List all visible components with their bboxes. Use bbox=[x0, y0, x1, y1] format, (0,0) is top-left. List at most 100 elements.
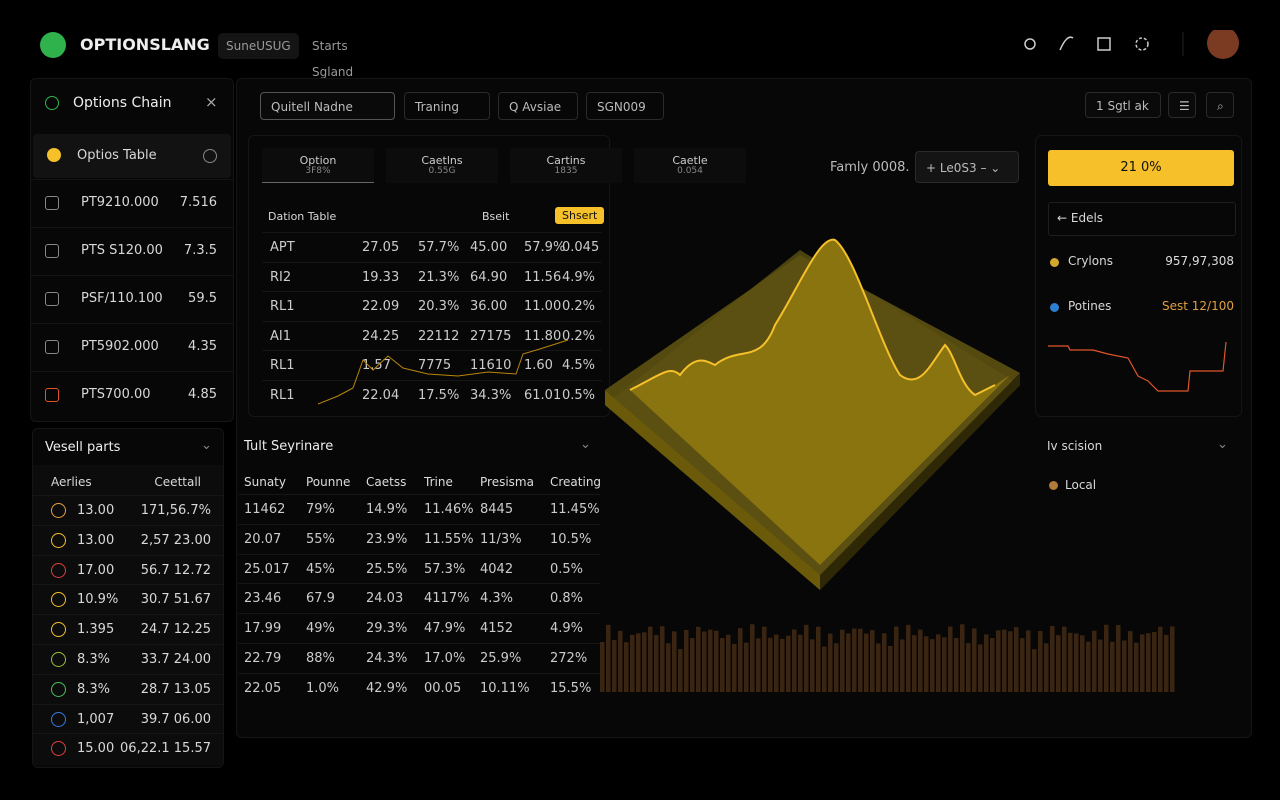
volume-bar bbox=[624, 642, 629, 692]
search-input[interactable]: Quitell Nadne bbox=[260, 92, 395, 120]
vessel-row: 13.00 171,56.7% bbox=[33, 495, 223, 525]
item-value: 59.5 bbox=[188, 291, 217, 306]
filter[interactable]: SGN009 bbox=[586, 92, 664, 120]
icon bbox=[51, 592, 66, 608]
header-tab[interactable]: Starts Sgland bbox=[312, 39, 354, 79]
table-tab-active[interactable]: Shsert bbox=[555, 207, 605, 224]
summary-cell: 272% bbox=[550, 651, 588, 666]
volume-bar bbox=[636, 633, 641, 692]
summary-cell: 55% bbox=[306, 531, 335, 547]
header-tab[interactable]: SuneUSUG bbox=[218, 33, 299, 59]
volume-bar bbox=[732, 643, 737, 692]
table-cell: 0.2% bbox=[562, 299, 596, 314]
table-tab[interactable]: Bseit bbox=[482, 210, 510, 223]
volume-bar bbox=[672, 631, 677, 692]
table-row: RL1 22.09 20.3% 36.00 11.00 0.2% bbox=[262, 291, 602, 321]
tab-sub: 0.054 bbox=[677, 166, 703, 176]
filter[interactable]: Traning bbox=[404, 92, 490, 120]
primary-button[interactable]: 21 0% bbox=[1048, 150, 1234, 186]
volume-bar bbox=[1170, 626, 1175, 692]
vessel-row: 15.00 06,22.1 15.57 bbox=[33, 733, 223, 763]
sidebar-item[interactable]: PT9210.000 7.516 bbox=[31, 179, 233, 228]
volume-bar bbox=[1008, 631, 1013, 692]
volume-bar bbox=[696, 626, 701, 692]
volume-bar bbox=[618, 630, 623, 692]
level-text: Le0S3 bbox=[939, 161, 977, 175]
volume-bar bbox=[966, 643, 971, 692]
volume-bar bbox=[906, 624, 911, 692]
table-cell: RL1 bbox=[270, 299, 295, 314]
option-tab[interactable]: Caetlns 0.55G bbox=[386, 148, 498, 183]
volume-bar bbox=[1092, 630, 1097, 692]
vessel-cell: 1,007 bbox=[77, 711, 115, 727]
table-cell: 19.33 bbox=[362, 269, 400, 285]
table-cell: 34.3% bbox=[470, 387, 512, 403]
volume-bar bbox=[1020, 638, 1025, 692]
volume-bar bbox=[774, 634, 779, 692]
header-icons bbox=[1024, 30, 1239, 59]
sidebar-list: PT9210.000 7.516 PTS S120.00 7.3.5 PSF/110.1… bbox=[31, 179, 233, 419]
sidebar-item[interactable]: PTS700.00 4.85 bbox=[31, 371, 233, 420]
volume-bar bbox=[1038, 630, 1043, 692]
sidebar-item[interactable]: PT5902.000 4.35 bbox=[31, 323, 233, 372]
volume-bar bbox=[1158, 626, 1163, 692]
volume-bar bbox=[936, 634, 941, 692]
option-tab[interactable]: Cartins 1835 bbox=[510, 148, 622, 183]
volume-bar bbox=[1044, 643, 1049, 692]
volume-bar bbox=[888, 645, 893, 692]
item-name: PTS700.00 bbox=[81, 387, 151, 402]
summary-cell: 00.05 bbox=[424, 680, 462, 696]
volume-bar bbox=[654, 635, 659, 692]
icon bbox=[51, 622, 66, 638]
sidebar-item[interactable]: PTS S120.00 7.3.5 bbox=[31, 227, 233, 276]
section-title: Iv scision bbox=[1047, 439, 1103, 453]
chevron[interactable]: ⌄ bbox=[580, 437, 591, 452]
active-item[interactable]: Optios Table bbox=[33, 134, 231, 178]
volume-bar bbox=[666, 643, 671, 692]
summary-cell: 22.79 bbox=[244, 651, 282, 666]
chevron[interactable]: ⌄ bbox=[201, 438, 212, 453]
summary-panel: Tult Seyrinare ⌄ Sunaty Pounne Caetss Trine… bbox=[238, 430, 601, 702]
volume-bar bbox=[816, 626, 821, 692]
summary-cell: 11.55% bbox=[424, 531, 474, 547]
icon bbox=[45, 96, 59, 110]
filter[interactable]: Q Avsiae bbox=[498, 92, 578, 120]
volume-bar bbox=[852, 628, 857, 692]
table-cell: 64.90 bbox=[470, 269, 508, 285]
table-row: AI1 24.25 22112 27175 11.80 0.2% bbox=[262, 320, 602, 351]
chevron[interactable]: ⌄ bbox=[1217, 437, 1228, 452]
volume-bar bbox=[1140, 634, 1145, 692]
volume-bar bbox=[1086, 641, 1091, 692]
icon bbox=[51, 711, 66, 727]
volume-bar bbox=[918, 629, 923, 692]
section-header[interactable]: ← Edels bbox=[1048, 202, 1236, 236]
volume-bar bbox=[858, 628, 863, 692]
table-cell: RL1 bbox=[270, 387, 295, 403]
volume-bar bbox=[720, 638, 725, 692]
col-header: Pounne bbox=[306, 475, 351, 489]
summary-cell: 25.9% bbox=[480, 651, 522, 666]
vessel-table: Aerlies Ceettall 13.00 171,56.7% 13.00 2,57 2… bbox=[33, 465, 223, 765]
close-button[interactable]: × bbox=[205, 93, 218, 111]
volume-bar bbox=[714, 630, 719, 692]
summary-row: 11462 79% 14.9% 11.46% 8445 11.45% bbox=[238, 494, 600, 524]
volume-bar bbox=[786, 635, 791, 692]
volume-bar bbox=[942, 637, 947, 692]
level-select[interactable]: + Le0S3 – ⌄ bbox=[915, 151, 1019, 183]
list-button[interactable]: ☰ bbox=[1168, 92, 1196, 118]
col-header: Trine bbox=[424, 475, 453, 489]
item-name: PTS S120.00 bbox=[81, 243, 163, 258]
icon bbox=[51, 741, 66, 757]
table-cell: 45.00 bbox=[470, 240, 508, 255]
right-button[interactable]: 1 Sgtl ak bbox=[1085, 92, 1161, 118]
volume-bar bbox=[600, 642, 605, 692]
right-panel-2: Iv scision ⌄ Local bbox=[1035, 430, 1240, 525]
tab-title: Caetlns bbox=[421, 154, 463, 167]
sidebar-item[interactable]: PSF/110.100 59.5 bbox=[31, 275, 233, 324]
option-tab[interactable]: Caetle 0.054 bbox=[634, 148, 746, 183]
option-tab[interactable]: Option 3F8% bbox=[262, 148, 374, 183]
search-button[interactable]: ⌕ bbox=[1206, 92, 1234, 118]
summary-cell: 4.9% bbox=[550, 621, 584, 637]
legend-dot bbox=[1050, 303, 1059, 312]
summary-cell: 22.05 bbox=[244, 680, 282, 696]
